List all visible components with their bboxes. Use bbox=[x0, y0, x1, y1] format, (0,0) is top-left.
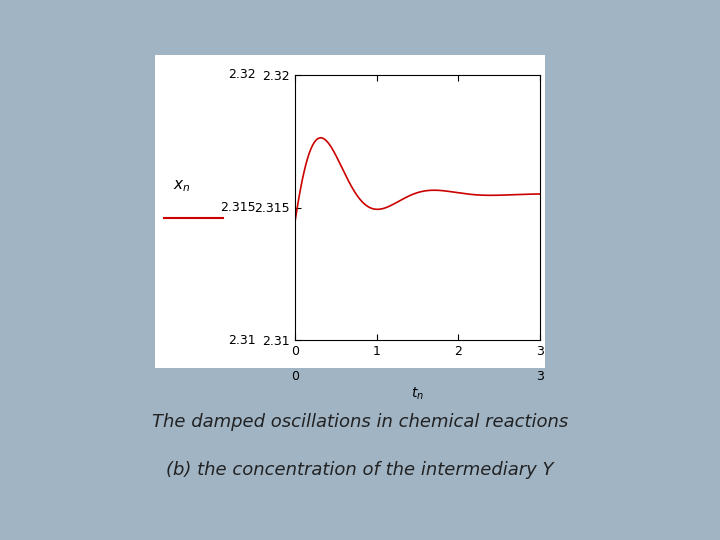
Text: $t_n$: $t_n$ bbox=[411, 386, 424, 402]
Text: 2.32: 2.32 bbox=[228, 69, 256, 82]
Text: 0: 0 bbox=[291, 370, 299, 383]
Text: (b) the concentration of the intermediary Y: (b) the concentration of the intermediar… bbox=[166, 461, 554, 479]
Text: $x_n$: $x_n$ bbox=[173, 178, 190, 194]
Text: The damped oscillations in chemical reactions: The damped oscillations in chemical reac… bbox=[152, 413, 568, 430]
Text: 2.31: 2.31 bbox=[228, 334, 256, 347]
Text: 3: 3 bbox=[536, 370, 544, 383]
Text: 2.315: 2.315 bbox=[220, 201, 256, 214]
